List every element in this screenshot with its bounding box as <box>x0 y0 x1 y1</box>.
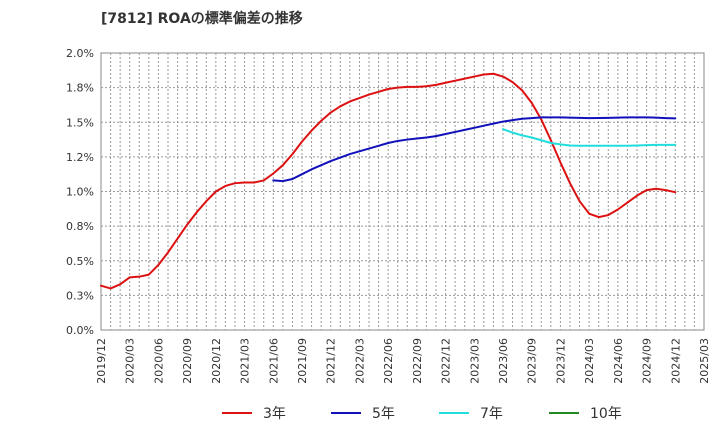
y-tick-label: 1.5% <box>66 116 94 129</box>
series-line-2 <box>272 116 677 183</box>
y-tick-label: 1.0% <box>66 186 94 199</box>
x-tick-label: 2020/06 <box>152 338 165 384</box>
x-tick-label: 2024/03 <box>583 338 596 384</box>
legend-label-4: 10年 <box>590 406 622 422</box>
x-tick-label: 2023/03 <box>468 338 481 384</box>
y-tick-label: 0.5% <box>66 255 94 268</box>
y-tick-label: 1.8% <box>66 82 94 95</box>
series-lines <box>100 72 677 290</box>
y-tick-label: 0.0% <box>66 324 94 337</box>
legend-label-3: 7年 <box>480 406 503 422</box>
x-tick-label: 2023/09 <box>526 338 539 384</box>
x-tick-label: 2024/06 <box>612 338 625 384</box>
y-tick-label: 0.8% <box>66 220 94 233</box>
x-axis-ticks: 2019/12 2020/03 2020/06 2020/09 2020/12 2021/… <box>95 338 711 384</box>
x-tick-label: 2024/09 <box>641 338 654 384</box>
x-tick-label: 2024/12 <box>669 338 682 384</box>
series-line-3 <box>502 128 677 147</box>
x-tick-label: 2025/03 <box>698 338 711 384</box>
series-line-1 <box>100 72 677 290</box>
x-tick-label: 2022/06 <box>382 338 395 384</box>
x-tick-label: 2021/06 <box>267 338 280 384</box>
x-tick-label: 2019/12 <box>95 338 108 384</box>
grid-lines <box>101 53 704 330</box>
x-tick-label: 2023/06 <box>497 338 510 384</box>
x-tick-label: 2023/12 <box>554 338 567 384</box>
x-tick-label: 2021/12 <box>325 338 338 384</box>
x-tick-label: 2021/09 <box>296 338 309 384</box>
y-tick-label: 0.3% <box>66 289 94 302</box>
x-tick-label: 2022/03 <box>353 338 366 384</box>
chart-title: [7812] ROAの標準偏差の推移 <box>101 11 303 27</box>
x-tick-label: 2020/09 <box>181 338 194 384</box>
legend-label-1: 3年 <box>263 406 286 422</box>
x-tick-label: 2022/12 <box>440 338 453 384</box>
y-tick-label: 1.2% <box>66 151 94 164</box>
x-tick-label: 2022/09 <box>411 338 424 384</box>
y-axis-ticks: 0.0% 0.3% 0.5% 0.8% 1.0% 1.2% 1.5% 1.8% 2.0% <box>66 47 94 337</box>
legend-label-2: 5年 <box>372 406 395 422</box>
x-tick-label: 2020/03 <box>124 338 137 384</box>
x-tick-label: 2021/03 <box>239 338 252 384</box>
y-tick-label: 2.0% <box>66 47 94 60</box>
x-tick-label: 2020/12 <box>210 338 223 384</box>
legend: 3年 5年 7年 10年 <box>222 406 622 422</box>
